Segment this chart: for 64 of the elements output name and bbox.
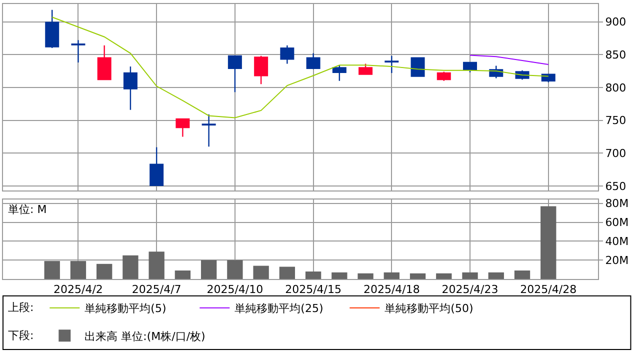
candlestick	[45, 9, 60, 49]
y-tick-label: 700	[605, 147, 626, 160]
bar	[44, 261, 60, 280]
candlestick	[541, 74, 556, 83]
bar	[96, 264, 112, 280]
y-tick-label: 750	[605, 114, 626, 128]
text: 下段:	[8, 329, 34, 342]
candlestick	[150, 146, 164, 187]
candlestick	[280, 44, 294, 64]
candlestick	[176, 118, 190, 138]
x-tick-label: 2025/4/15	[285, 283, 342, 296]
y-tick-label: 40M	[605, 235, 629, 248]
bar	[253, 266, 269, 280]
bar	[70, 261, 86, 280]
x-tick-label: 2025/4/23	[442, 283, 498, 296]
legend-label: 単純移動平均(25)	[234, 302, 324, 316]
line-series	[470, 54, 549, 65]
x-tick-label: 2025/4/2	[54, 283, 103, 296]
legend-label: 出来高 単位:(M株/口/枚)	[84, 330, 206, 343]
bar	[148, 252, 164, 280]
bar	[227, 260, 243, 280]
candlestick	[254, 55, 268, 85]
candlestick	[410, 57, 425, 77]
bar	[305, 271, 322, 280]
candlestick	[97, 44, 112, 80]
bar	[122, 255, 138, 280]
bar	[384, 272, 400, 280]
candlestick	[384, 55, 399, 74]
legend-label: 単純移動平均(5)	[84, 302, 166, 316]
y-tick-label: 650	[605, 180, 626, 193]
bar	[540, 206, 556, 280]
candlestick	[463, 61, 478, 73]
y-tick-label: 80M	[605, 197, 629, 210]
bar	[462, 272, 478, 280]
bar	[514, 270, 530, 280]
bar	[279, 266, 296, 280]
y-tick-label: 800	[605, 81, 626, 94]
x-tick-label: 2025/4/7	[132, 283, 182, 296]
annotation: 単位: M	[8, 203, 47, 216]
y-tick-label: 60M	[605, 216, 629, 230]
x-tick-label: 2025/4/28	[520, 283, 577, 296]
candlestick	[332, 64, 346, 82]
candlestick	[71, 40, 86, 64]
legend-label: 単純移動平均(50)	[384, 302, 474, 316]
bar	[358, 273, 374, 280]
candlestick	[202, 114, 216, 148]
y-tick-label: 850	[605, 48, 626, 62]
candlestick	[358, 63, 373, 75]
bar	[436, 273, 452, 280]
line-series	[52, 16, 549, 118]
x-tick-label: 2025/4/10	[206, 283, 264, 296]
bar	[332, 272, 348, 280]
x-tick-label: 2025/4/18	[363, 283, 420, 296]
candlestick	[123, 66, 138, 110]
bar	[174, 270, 191, 280]
candlestick	[306, 52, 320, 70]
bar	[410, 273, 426, 280]
candlestick	[228, 55, 242, 93]
bar	[488, 272, 504, 280]
bar	[200, 260, 217, 280]
y-tick-label: 20M	[605, 254, 629, 267]
candlestick	[436, 71, 451, 82]
y-tick-label: 900	[605, 16, 626, 29]
text: 上段:	[8, 301, 34, 314]
